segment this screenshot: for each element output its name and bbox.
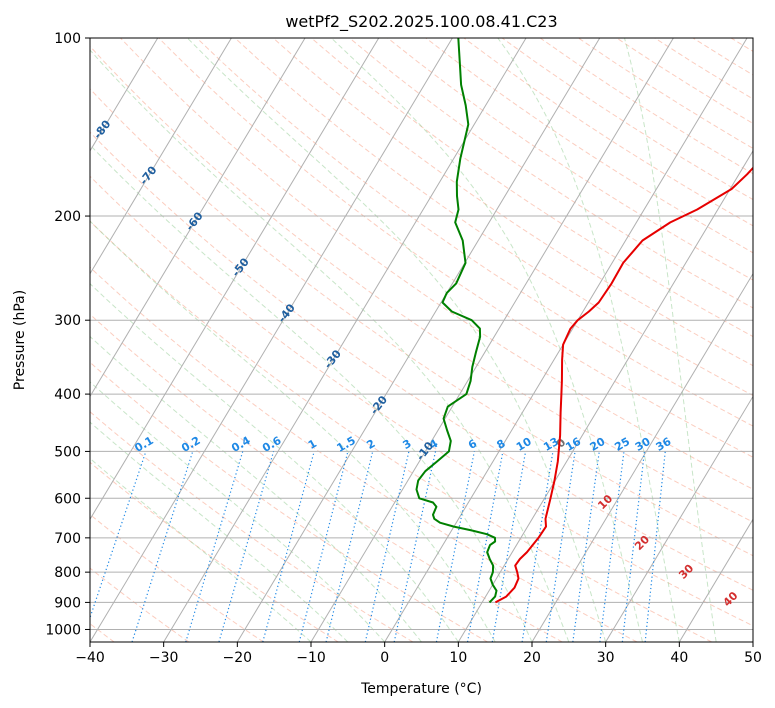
dry-adiabat-line bbox=[120, 38, 753, 490]
dry-adiabat-line bbox=[90, 361, 488, 642]
x-tick-label: −10 bbox=[296, 650, 326, 666]
dry-adiabat-line bbox=[90, 461, 339, 642]
isotherm-line bbox=[90, 38, 232, 275]
x-axis: −40 −30 −20 −10 0 10 20 30 40 50 bbox=[75, 642, 762, 666]
mixing-ratio-line bbox=[298, 451, 349, 642]
x-tick-label: 30 bbox=[597, 650, 615, 666]
y-axis: 100 200 300 400 500 600 700 800 900 1000 bbox=[45, 31, 90, 638]
chart-title: wetPf2_S202.2025.100.08.41.C23 bbox=[285, 12, 557, 32]
y-tick-label: 800 bbox=[54, 565, 81, 581]
mixing-ratio-line bbox=[599, 451, 625, 642]
x-tick-label: 40 bbox=[670, 650, 688, 666]
x-tick-label: −40 bbox=[75, 650, 105, 666]
y-axis-label: Pressure (hPa) bbox=[12, 290, 28, 390]
y-tick-label: 200 bbox=[54, 209, 81, 225]
x-tick-label: 20 bbox=[523, 650, 541, 666]
x-tick-label: −30 bbox=[149, 650, 179, 666]
x-tick-label: 0 bbox=[380, 650, 389, 666]
moist-adiabat-line bbox=[90, 335, 422, 642]
dewpoint-profile-line bbox=[415, 38, 498, 604]
x-tick-label: 10 bbox=[449, 650, 467, 666]
x-axis-label: Temperature (°C) bbox=[360, 681, 482, 697]
y-tick-label: 400 bbox=[54, 387, 81, 403]
mixing-ratio-line bbox=[262, 451, 315, 642]
isotherm-line bbox=[90, 38, 159, 152]
moist-adiabat-line bbox=[90, 144, 533, 642]
isotherm-line bbox=[236, 38, 601, 642]
y-tick-label: 300 bbox=[54, 313, 81, 329]
mixing-ratio-line bbox=[644, 451, 666, 642]
isotherm-line bbox=[457, 149, 753, 642]
moist-adiabat-line bbox=[90, 381, 386, 642]
moist-adiabat-line bbox=[330, 38, 643, 642]
moist-adiabat-line bbox=[624, 38, 717, 642]
mixing-ratio-line bbox=[218, 451, 275, 642]
isotherm-line bbox=[531, 272, 753, 642]
y-tick-label: 900 bbox=[54, 595, 81, 611]
dry-adiabat-line bbox=[90, 313, 563, 642]
dry-adiabat-line bbox=[158, 38, 753, 458]
x-tick-label: −20 bbox=[223, 650, 253, 666]
y-tick-label: 600 bbox=[54, 491, 81, 507]
mixing-ratio-line bbox=[545, 451, 576, 642]
plot-frame bbox=[89, 37, 754, 643]
isotherm-line bbox=[90, 38, 453, 642]
moist-adiabat-line bbox=[187, 38, 607, 642]
dry-adiabat-line bbox=[90, 266, 638, 642]
y-tick-label: 500 bbox=[54, 444, 81, 460]
dry-adiabat-line bbox=[234, 38, 753, 397]
isotherm-line bbox=[90, 38, 306, 398]
dry-adiabat-line bbox=[90, 131, 753, 591]
moist-adiabat-line bbox=[90, 282, 459, 642]
temperature-profile-line bbox=[494, 166, 753, 604]
mixing-ratio-line bbox=[185, 451, 244, 642]
profiles bbox=[415, 38, 753, 604]
isotherm-line bbox=[310, 38, 674, 642]
mixing-ratio-line bbox=[90, 451, 147, 620]
y-tick-label: 700 bbox=[54, 531, 81, 547]
x-tick-label: 50 bbox=[744, 650, 762, 666]
y-tick-label: 1000 bbox=[45, 622, 81, 638]
moist-adiabat-line bbox=[90, 220, 496, 642]
dry-adiabat-line bbox=[90, 88, 753, 557]
isotherm-line bbox=[678, 518, 753, 642]
y-tick-label: 100 bbox=[54, 31, 81, 47]
mixing-ratio-line bbox=[325, 451, 374, 642]
dry-adiabat-line bbox=[90, 45, 753, 523]
isotherm-line bbox=[605, 395, 753, 642]
dry-adiabat-line bbox=[90, 220, 712, 642]
isotherm-line bbox=[90, 38, 380, 521]
dry-adiabat-line bbox=[310, 38, 753, 338]
dry-adiabat-line bbox=[272, 38, 753, 367]
moist-adiabat-line bbox=[497, 38, 680, 642]
dry-adiabat-line bbox=[90, 513, 264, 642]
mixing-ratio-line bbox=[572, 451, 600, 642]
mixing-ratio-line bbox=[621, 451, 646, 642]
